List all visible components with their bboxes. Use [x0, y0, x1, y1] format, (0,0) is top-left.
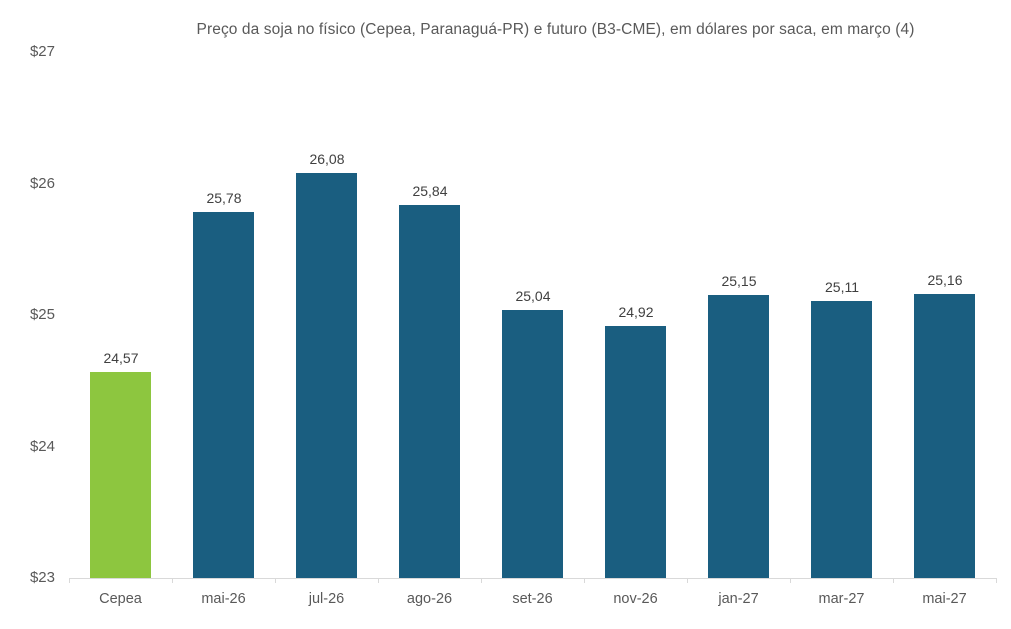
bar-value-label: 25,11	[825, 279, 859, 295]
x-axis-line	[69, 578, 996, 579]
bar-cepea	[90, 372, 151, 578]
bar-ago-26	[399, 205, 460, 578]
x-axis-tick	[172, 578, 173, 583]
x-axis-category-label: mai-27	[922, 591, 967, 607]
bar-value-label: 25,16	[927, 272, 963, 288]
x-axis-tick	[584, 578, 585, 583]
x-axis-category-label: set-26	[512, 591, 553, 607]
y-axis-tick-label: $25	[29, 306, 55, 323]
x-axis-category-label: ago-26	[406, 591, 453, 607]
bar-jul-26	[296, 173, 357, 578]
bar-value-label: 25,78	[206, 190, 242, 206]
bar-value-label: 25,15	[721, 273, 757, 289]
bar-set-26	[502, 310, 563, 578]
bar-nov-26	[605, 326, 666, 578]
x-axis-category-label: nov-26	[613, 591, 658, 607]
x-axis-category-label: mai-26	[201, 591, 246, 607]
bar-value-label: 25,04	[515, 288, 551, 304]
x-axis-category-label: jul-26	[308, 591, 345, 607]
y-axis-tick-label: $27	[29, 43, 55, 60]
y-axis-tick-label: $24	[29, 438, 55, 455]
bar-value-label: 26,08	[309, 151, 345, 167]
chart-title: Preço da soja no físico (Cepea, Paranagu…	[196, 21, 915, 38]
bar-mai-26	[193, 212, 254, 578]
bar-mar-27	[811, 301, 872, 578]
y-axis-tick-label: $26	[29, 175, 55, 192]
x-axis-tick	[481, 578, 482, 583]
x-axis-tick	[69, 578, 70, 583]
y-axis-tick-label: $23	[29, 569, 55, 586]
x-axis-category-label: mar-27	[818, 591, 865, 607]
x-axis-tick	[893, 578, 894, 583]
x-axis-category-label: Cepea	[99, 591, 142, 607]
bar-value-label: 24,92	[618, 304, 654, 320]
x-axis-tick	[275, 578, 276, 583]
x-axis-category-label: jan-27	[718, 591, 759, 607]
x-axis-tick	[790, 578, 791, 583]
x-axis-tick	[378, 578, 379, 583]
bar-mai-27	[914, 294, 975, 578]
bar-value-label: 25,84	[412, 183, 448, 199]
x-axis-tick	[687, 578, 688, 583]
bar-value-label: 24,57	[103, 350, 139, 366]
bar-jan-27	[708, 295, 769, 578]
x-axis-tick	[996, 578, 997, 583]
